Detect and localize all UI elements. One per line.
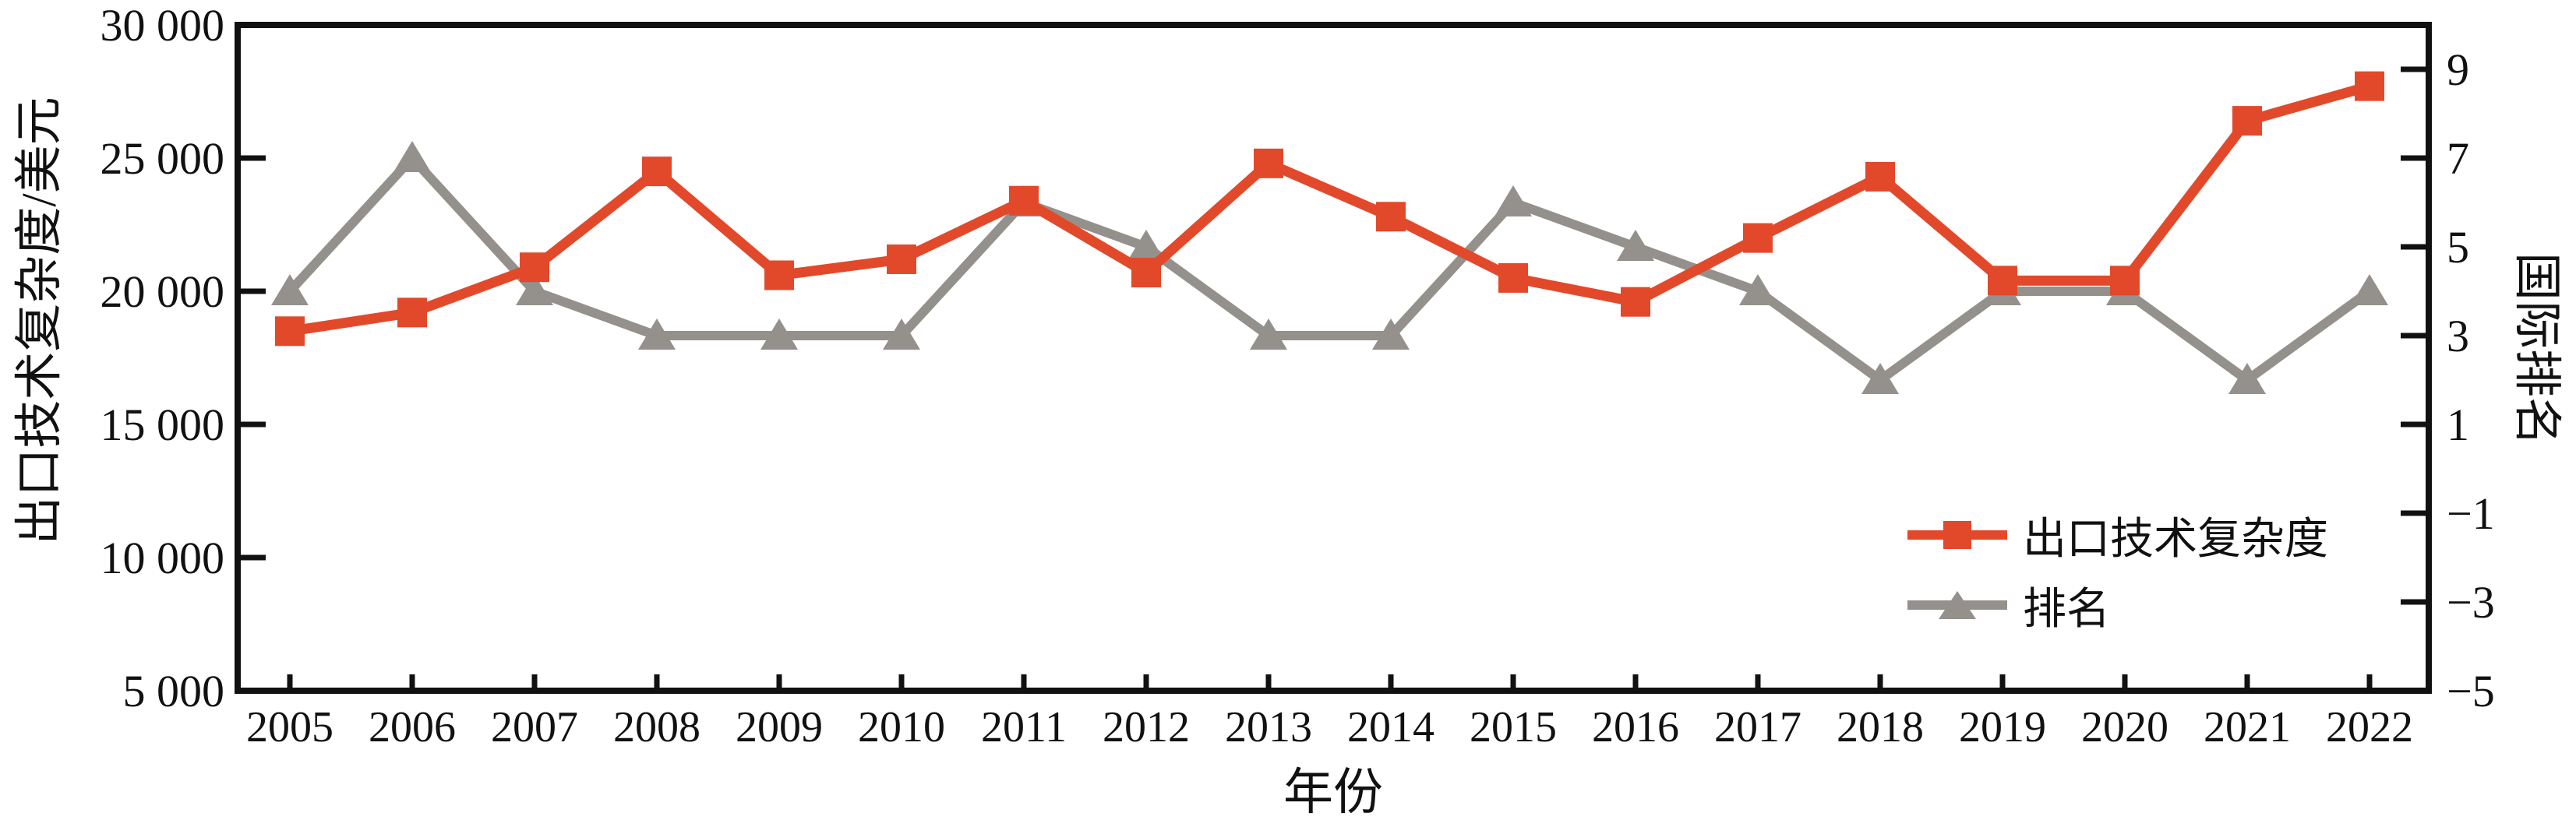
rank-triangle-marker bbox=[2351, 274, 2388, 305]
x-tick-label: 2018 bbox=[1837, 703, 1924, 751]
rank-triangle-marker bbox=[516, 274, 553, 305]
complexity-square-marker bbox=[1498, 262, 1528, 293]
complexity-square-marker bbox=[1009, 185, 1039, 216]
x-tick-label: 2005 bbox=[246, 703, 333, 751]
x-tick-label: 2006 bbox=[369, 703, 456, 751]
complexity-square-marker bbox=[2232, 106, 2262, 136]
legend-item-complexity: 出口技术复杂度 bbox=[1907, 507, 2328, 564]
plot-border bbox=[235, 22, 2432, 694]
x-tick-label: 2010 bbox=[858, 703, 945, 751]
complexity-square-marker bbox=[1865, 161, 1895, 192]
complexity-square-marker bbox=[520, 252, 549, 283]
complexity-square-marker bbox=[1621, 287, 1650, 317]
rank-triangle-marker bbox=[1494, 185, 1532, 216]
legend-label-complexity: 出口技术复杂度 bbox=[2023, 515, 2328, 564]
y-right-tick-label: −5 bbox=[2447, 666, 2495, 716]
series-line-complexity bbox=[289, 81, 2371, 336]
y-right-tick-label: −3 bbox=[2447, 577, 2495, 628]
rank-triangle-marker bbox=[638, 318, 676, 350]
x-tick-label: 2013 bbox=[1225, 703, 1312, 751]
rank-triangle-marker bbox=[393, 141, 431, 172]
complexity-square-marker bbox=[642, 157, 672, 187]
rank-triangle-marker bbox=[271, 274, 309, 305]
complexity-square-marker bbox=[275, 316, 305, 347]
x-tick-label: 2012 bbox=[1103, 703, 1190, 751]
complexity-square-marker bbox=[1131, 258, 1161, 288]
y-left-tick-label: 10 000 bbox=[101, 533, 225, 583]
y-left-tick-label: 25 000 bbox=[101, 133, 225, 184]
x-axis-title: 年份 bbox=[1283, 765, 1383, 820]
complexity-square-marker bbox=[1743, 223, 1773, 253]
complexity-square-marker bbox=[887, 244, 916, 274]
x-tick-label: 2009 bbox=[736, 703, 823, 751]
y-left-tick-label: 15 000 bbox=[101, 399, 225, 450]
legend-triangle-marker-icon bbox=[1907, 588, 2007, 622]
rank-triangle-marker bbox=[1127, 230, 1165, 261]
x-tick-label: 2011 bbox=[981, 703, 1067, 751]
complexity-square-marker bbox=[397, 297, 427, 328]
legend-square-marker-icon bbox=[1907, 518, 2007, 552]
y-right-tick-label: 3 bbox=[2447, 311, 2469, 361]
legend-item-rank: 排名 bbox=[1907, 577, 2110, 634]
complexity-square-marker bbox=[1254, 148, 1283, 178]
complexity-square-marker bbox=[764, 260, 794, 290]
x-tick-label: 2022 bbox=[2326, 703, 2413, 751]
y-right-tick-label: 5 bbox=[2447, 222, 2469, 273]
rank-triangle-marker bbox=[883, 318, 920, 350]
y-right-tick-label: 1 bbox=[2447, 399, 2469, 450]
x-tick-label: 2019 bbox=[1959, 703, 2046, 751]
rank-triangle-marker bbox=[1739, 274, 1777, 305]
rank-triangle-marker bbox=[1617, 230, 1654, 261]
series-line-rank bbox=[286, 151, 2373, 386]
rank-triangle-marker bbox=[1372, 318, 1410, 350]
y-left-tick-label: 30 000 bbox=[101, 0, 225, 51]
complexity-square-marker bbox=[1376, 202, 1406, 232]
rank-triangle-marker bbox=[760, 318, 798, 350]
y-left-tick-label: 5 000 bbox=[123, 666, 225, 716]
x-tick-label: 2016 bbox=[1592, 703, 1679, 751]
complexity-square-marker bbox=[1988, 266, 2017, 296]
rank-triangle-marker bbox=[1250, 318, 1287, 350]
y-right-tick-label: −1 bbox=[2447, 488, 2495, 539]
x-tick-label: 2017 bbox=[1714, 703, 1801, 751]
x-tick-label: 2007 bbox=[491, 703, 578, 751]
y-right-tick-label: 7 bbox=[2447, 133, 2469, 184]
y-axis-left-title: 出口技术复杂度/美元 bbox=[13, 97, 66, 545]
y-left-tick-label: 20 000 bbox=[101, 266, 225, 317]
rank-triangle-marker bbox=[1861, 363, 1899, 394]
x-tick-label: 2020 bbox=[2081, 703, 2168, 751]
complexity-square-marker bbox=[2355, 71, 2384, 101]
complexity-square-marker bbox=[2110, 266, 2140, 296]
y-right-tick-label: 9 bbox=[2447, 44, 2469, 95]
y-axis-right-title: 国际排名 bbox=[2510, 252, 2563, 446]
x-tick-label: 2014 bbox=[1347, 703, 1434, 751]
x-tick-label: 2008 bbox=[613, 703, 700, 751]
legend-label-rank: 排名 bbox=[2023, 585, 2110, 634]
rank-triangle-marker bbox=[2228, 363, 2266, 394]
x-tick-label: 2015 bbox=[1470, 703, 1557, 751]
x-tick-label: 2021 bbox=[2204, 703, 2291, 751]
